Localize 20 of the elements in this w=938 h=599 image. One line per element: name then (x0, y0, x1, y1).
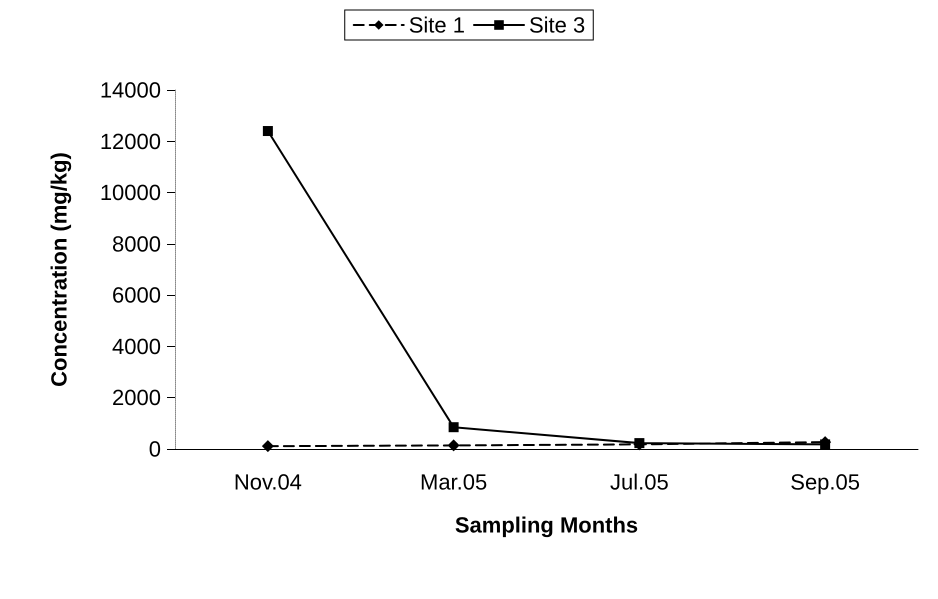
point (262, 440, 274, 452)
y-tick-label: 4000 (112, 334, 161, 359)
x-tick-label: Nov.04 (234, 470, 302, 494)
point (448, 439, 460, 452)
y-tick-label: 2000 (112, 385, 161, 410)
y-tick-label: 14000 (100, 78, 161, 102)
point (448, 422, 459, 432)
y-axis-title: Concentration (mg/kg) (46, 152, 72, 387)
legend-label: Site 3 (529, 12, 586, 38)
x-tick-label: Mar.05 (420, 470, 488, 494)
x-tick-label: Sep.05 (790, 470, 860, 494)
y-tick-label: 0 (148, 436, 161, 462)
y-tick-label: 6000 (112, 282, 161, 308)
y-tick-label: 10000 (100, 180, 161, 206)
point (262, 126, 273, 136)
x-axis-title: Sampling Months (454, 512, 638, 538)
legend-label: Site 1 (408, 12, 466, 38)
y-tick-label: 12000 (100, 128, 161, 154)
x-tick-label: Jul.05 (610, 470, 669, 494)
y-tick-label: 8000 (112, 231, 161, 256)
